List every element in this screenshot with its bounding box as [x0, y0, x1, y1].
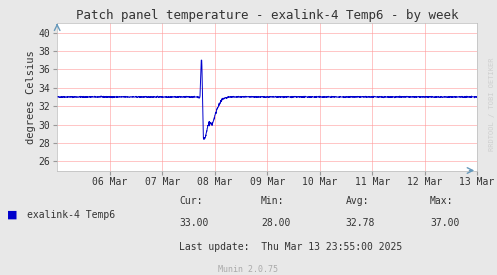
Text: 33.00: 33.00: [179, 218, 208, 227]
Text: 37.00: 37.00: [430, 218, 459, 227]
Text: Max:: Max:: [430, 196, 453, 205]
Text: exalink-4 Temp6: exalink-4 Temp6: [27, 210, 115, 219]
Y-axis label: degrees Celsius: degrees Celsius: [26, 50, 36, 144]
Text: Avg:: Avg:: [345, 196, 369, 205]
Text: 32.78: 32.78: [345, 218, 375, 227]
Text: ■: ■: [7, 210, 18, 219]
Text: Cur:: Cur:: [179, 196, 202, 205]
Text: Last update:  Thu Mar 13 23:55:00 2025: Last update: Thu Mar 13 23:55:00 2025: [179, 243, 402, 252]
Text: RRDTOOL / TOBI OETIKER: RRDTOOL / TOBI OETIKER: [489, 58, 495, 151]
Text: 28.00: 28.00: [261, 218, 290, 227]
Text: Munin 2.0.75: Munin 2.0.75: [219, 265, 278, 274]
Title: Patch panel temperature - exalink-4 Temp6 - by week: Patch panel temperature - exalink-4 Temp…: [76, 9, 458, 22]
Text: Min:: Min:: [261, 196, 284, 205]
